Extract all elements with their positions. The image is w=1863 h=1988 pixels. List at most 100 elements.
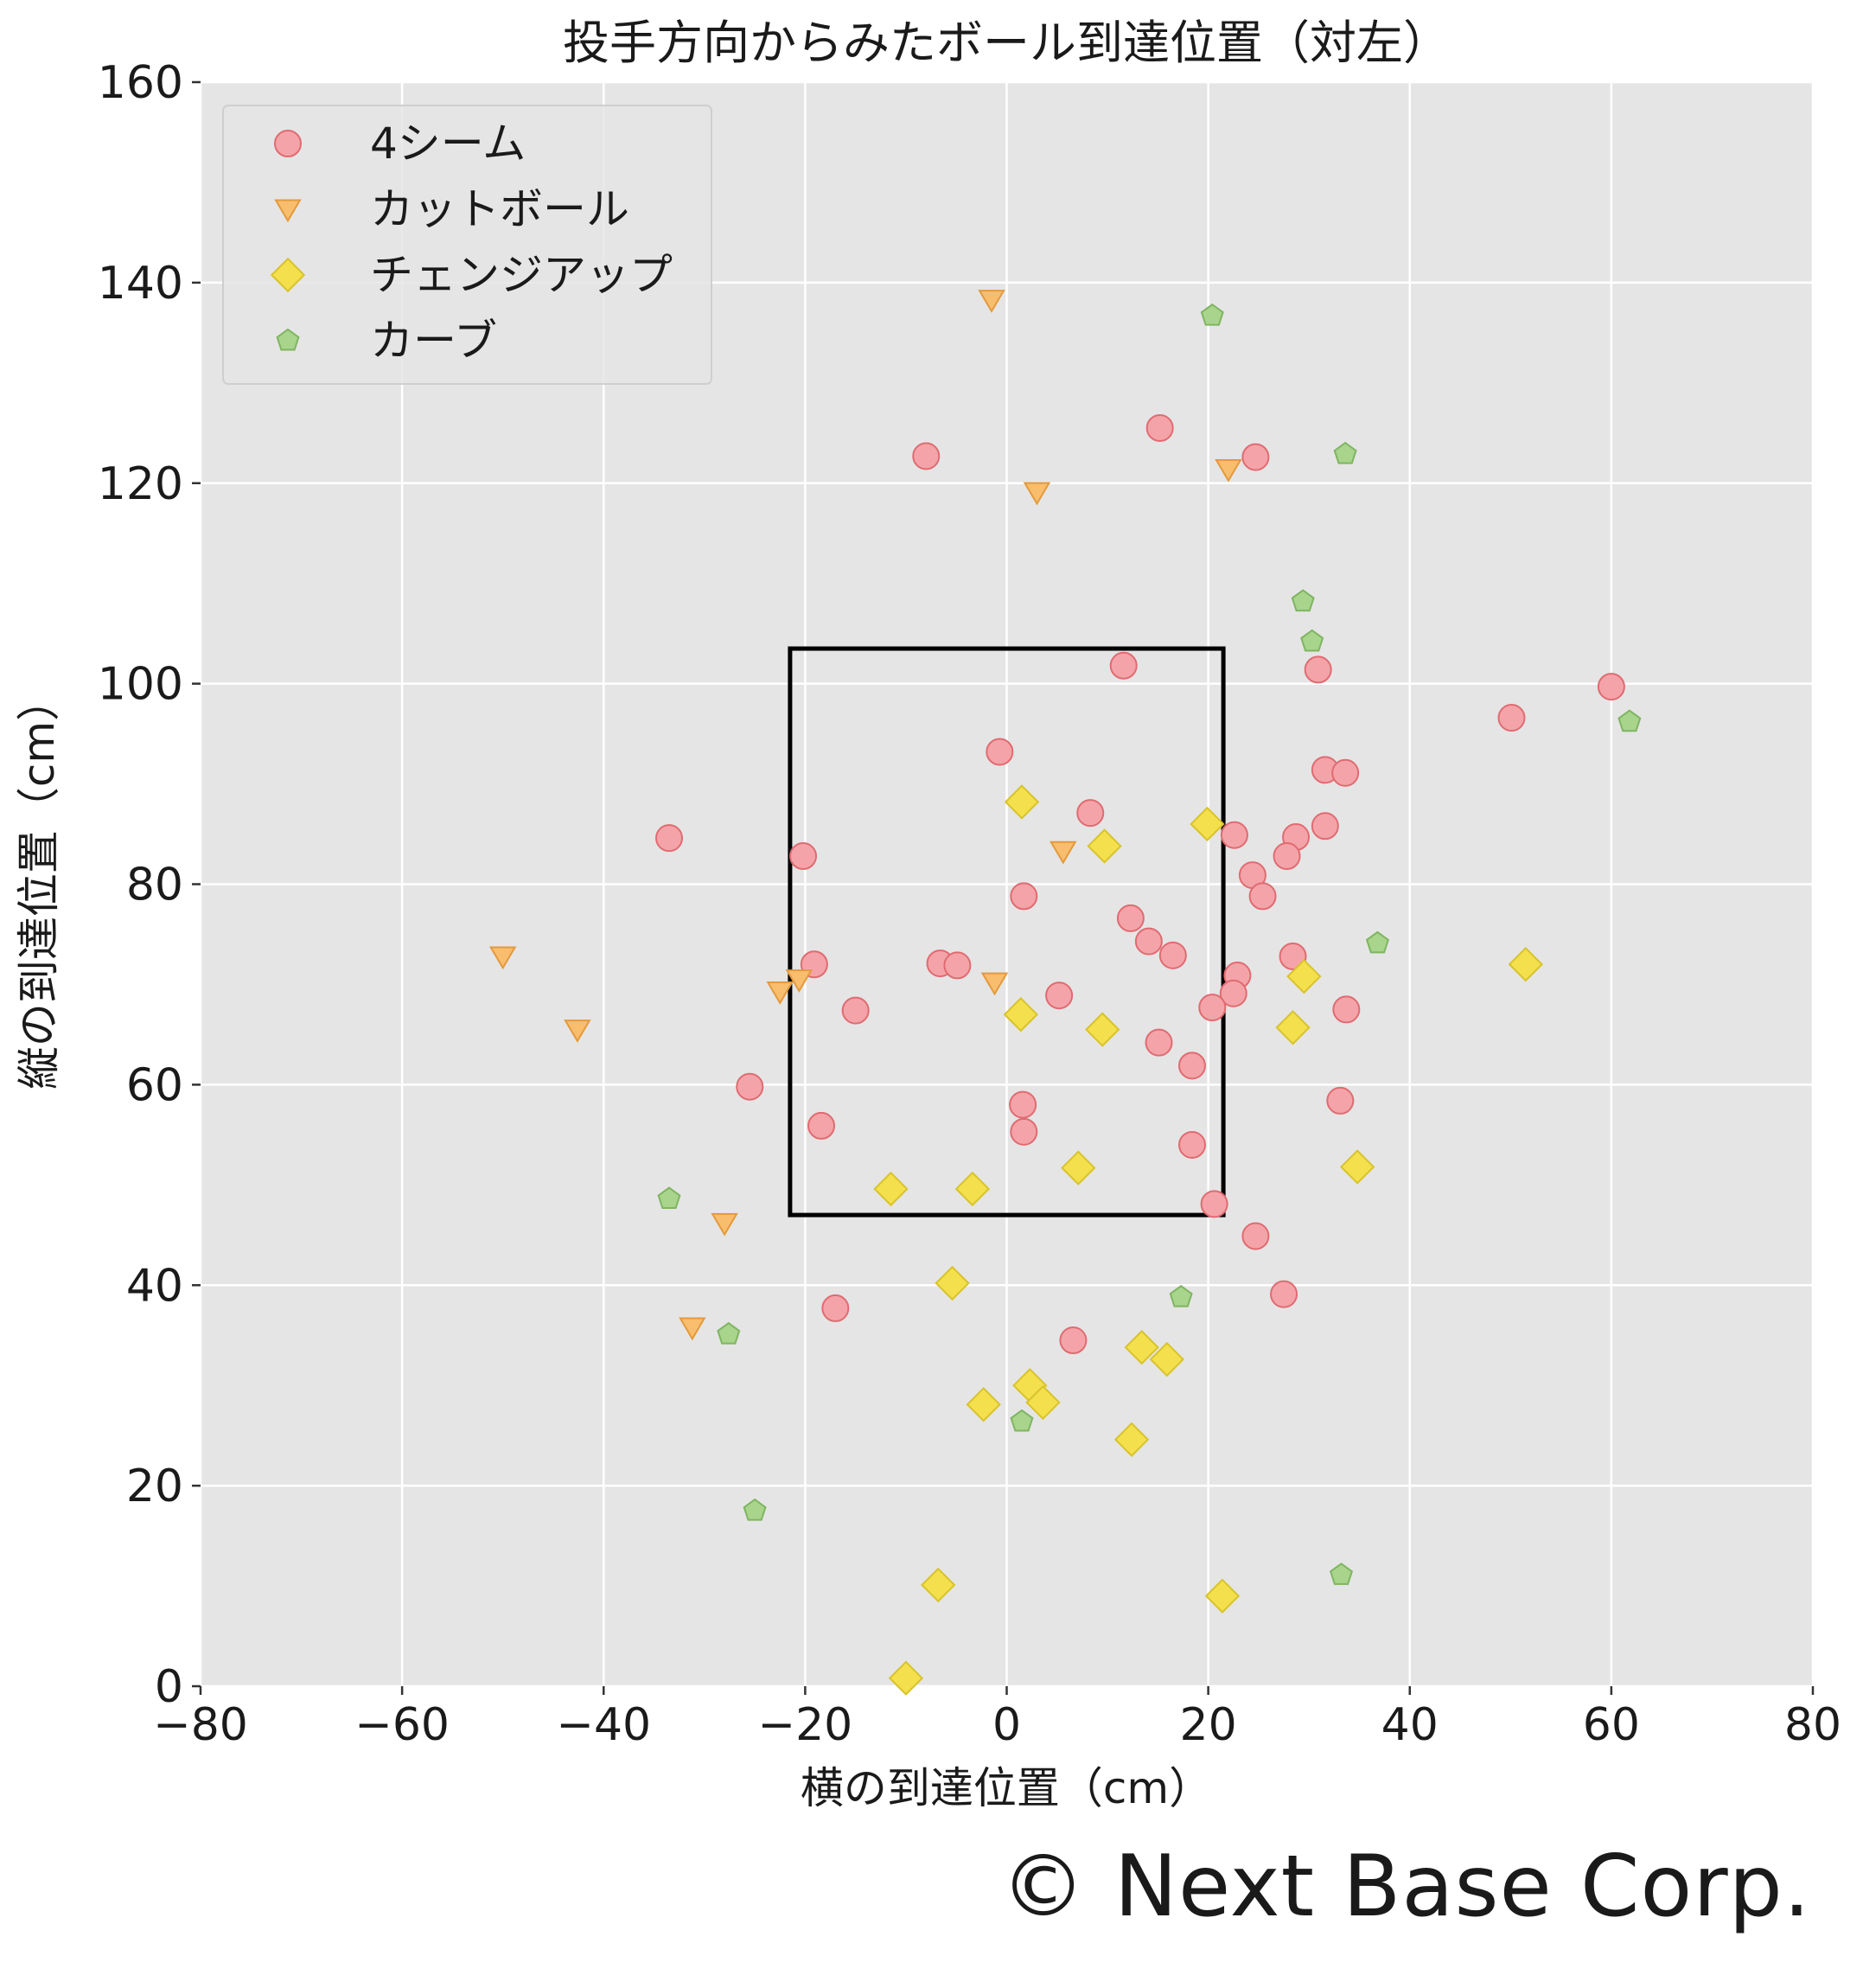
point-triangle-down: [978, 290, 1005, 313]
point-diamond: [1087, 828, 1122, 864]
point-circle: [1219, 979, 1247, 1007]
y-tick-label: 60: [126, 1059, 183, 1111]
point-circle: [1311, 812, 1339, 841]
point-diamond: [1339, 1149, 1375, 1185]
point-triangle-down: [1023, 482, 1051, 506]
point-pentagon: [717, 1321, 741, 1345]
point-triangle-down: [711, 1212, 738, 1237]
point-circle: [1045, 981, 1074, 1010]
point-circle: [841, 996, 870, 1025]
point-diamond: [888, 1660, 924, 1696]
point-triangle-down: [980, 972, 1009, 996]
point-circle: [1326, 1086, 1355, 1115]
legend-marker-circle: [274, 130, 302, 157]
point-circle: [912, 442, 941, 470]
point-diamond: [1149, 1341, 1184, 1378]
point-diamond: [873, 1171, 909, 1207]
x-tick-label: 40: [1381, 1699, 1439, 1751]
point-diamond: [1085, 1012, 1120, 1047]
x-tick-label: −60: [354, 1699, 450, 1751]
point-pentagon: [1169, 1284, 1193, 1307]
point-circle: [986, 738, 1014, 766]
x-tick-label: −80: [153, 1699, 248, 1751]
point-circle: [1076, 799, 1105, 828]
point-diamond: [1004, 784, 1040, 820]
x-tick-label: 80: [1784, 1699, 1841, 1751]
y-axis-label: 縦の到達位置（cm）: [14, 678, 64, 1090]
point-pentagon: [1291, 589, 1315, 612]
point-diamond: [1003, 997, 1038, 1032]
point-diamond: [1124, 1329, 1159, 1365]
point-circle: [1241, 1222, 1270, 1250]
point-pentagon: [1300, 629, 1324, 652]
point-diamond: [1204, 1578, 1241, 1614]
y-tick-label: 160: [98, 57, 183, 109]
point-circle: [1177, 1052, 1206, 1080]
point-circle: [1116, 904, 1145, 932]
y-tick-label: 80: [126, 860, 183, 911]
point-circle: [1010, 1117, 1038, 1146]
point-diamond: [1508, 947, 1543, 982]
x-tick-label: 0: [992, 1699, 1021, 1751]
y-tick-label: 120: [98, 458, 183, 510]
point-circle: [1010, 882, 1038, 911]
point-diamond: [1025, 1384, 1061, 1421]
point-diamond: [954, 1171, 991, 1207]
point-pentagon: [1365, 930, 1389, 954]
point-circle: [821, 1294, 850, 1322]
point-triangle-down: [1215, 459, 1242, 483]
chart-title: 投手方向からみたボール到達位置（対左）: [563, 16, 1450, 70]
point-triangle-down: [679, 1317, 706, 1341]
point-circle: [1497, 704, 1526, 732]
point-circle: [1220, 821, 1248, 849]
data-points: [488, 290, 1642, 1696]
point-circle: [1177, 1130, 1206, 1159]
point-diamond: [1113, 1422, 1150, 1457]
point-circle: [1270, 1280, 1298, 1308]
point-pentagon: [743, 1498, 767, 1521]
x-tick-label: −20: [758, 1699, 853, 1751]
point-circle: [1597, 673, 1625, 701]
y-tick-label: 0: [155, 1661, 183, 1713]
point-diamond: [1275, 1010, 1311, 1045]
point-circle: [1248, 882, 1277, 911]
point-circle: [1198, 994, 1227, 1022]
point-diamond: [966, 1387, 1001, 1422]
point-circle: [1158, 941, 1187, 969]
y-tick-label: 100: [98, 659, 183, 711]
y-tick-label: 20: [126, 1461, 183, 1512]
y-tick-label: 40: [126, 1260, 183, 1312]
point-circle: [1304, 655, 1332, 684]
point-circle: [1241, 443, 1270, 471]
point-circle: [1331, 758, 1360, 787]
point-triangle-down: [564, 1020, 591, 1043]
y-tick-label: 140: [98, 258, 183, 310]
legend-label: カーブ: [370, 316, 497, 366]
x-axis-label: 横の到達位置（cm）: [801, 1763, 1212, 1813]
legend-box: [222, 105, 712, 385]
point-circle: [789, 842, 818, 871]
point-circle: [1332, 995, 1361, 1024]
point-diamond: [935, 1265, 970, 1301]
point-triangle-down: [488, 946, 517, 970]
point-diamond: [1061, 1150, 1096, 1186]
point-circle: [1145, 413, 1174, 442]
legend-marker-pentagon: [276, 328, 300, 351]
point-pentagon: [1329, 1563, 1354, 1585]
point-circle: [943, 951, 972, 980]
legend-marker-diamond: [270, 257, 306, 293]
legend-label: カットボール: [370, 184, 629, 234]
legend-label: 4シーム: [370, 118, 526, 169]
point-triangle-down: [766, 981, 794, 1005]
point-pentagon: [1333, 441, 1357, 464]
copyright-text: © Next Base Corp.: [1000, 1838, 1811, 1936]
point-pentagon: [1010, 1409, 1034, 1432]
point-circle: [1145, 1028, 1173, 1057]
point-pentagon: [1617, 709, 1642, 732]
point-circle: [1109, 651, 1138, 680]
legend-marker-triangle-down: [274, 199, 302, 223]
point-circle: [1200, 1190, 1228, 1218]
x-tick-label: 60: [1583, 1699, 1640, 1751]
